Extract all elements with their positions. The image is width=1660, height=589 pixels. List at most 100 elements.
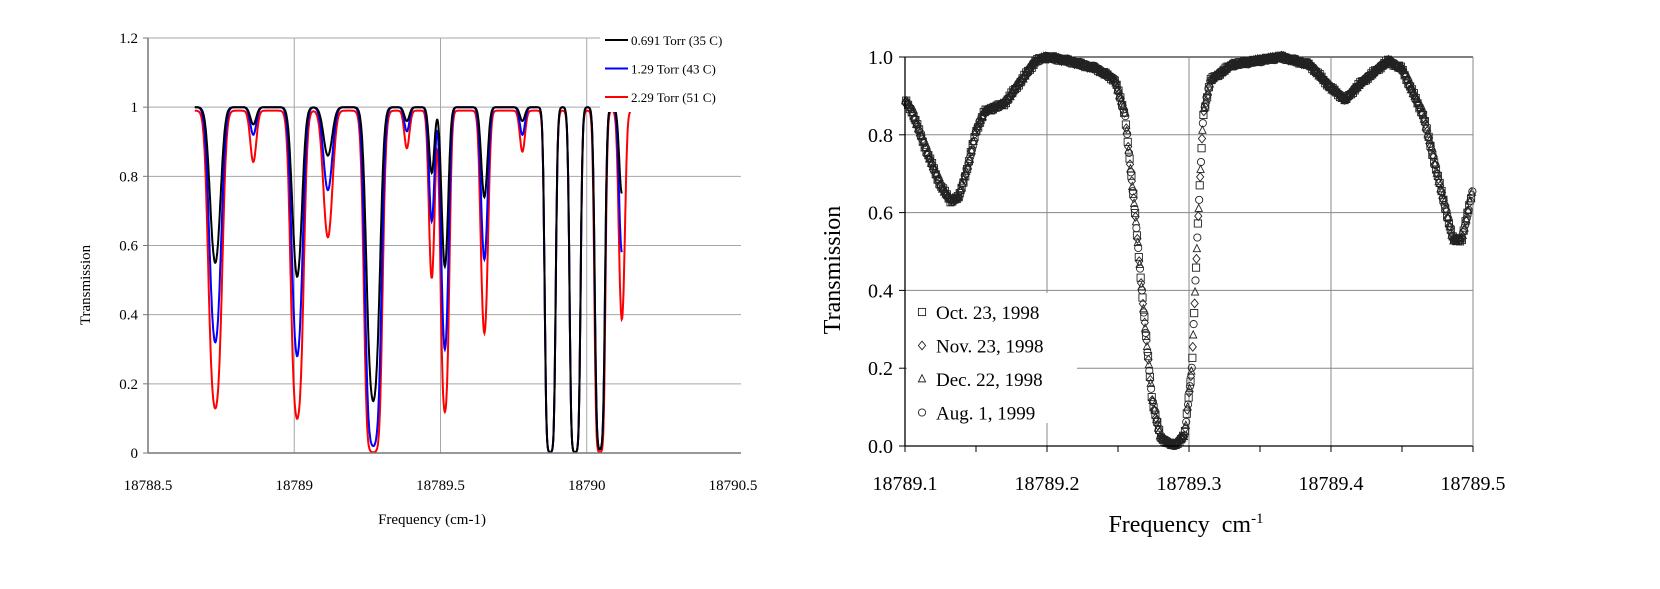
right-xtick-label: 18789.2 [1015, 473, 1080, 495]
right-legend-label: Oct. 23, 1998 [936, 303, 1039, 324]
right-data-point-square [1125, 154, 1134, 163]
right-data-point-circle [1108, 73, 1117, 82]
right-data-point-diamond [1122, 123, 1131, 134]
right-data-point-circle [907, 104, 916, 113]
right-xtick-label: 18789.4 [1299, 473, 1364, 495]
right-data-point-triangle [1460, 222, 1469, 232]
right-data-point-circle [953, 194, 962, 203]
right-data-point-square [957, 183, 966, 192]
right-data-point-circle [1457, 234, 1466, 243]
right-data-point-circle [1198, 119, 1207, 128]
right-data-point-square [1147, 393, 1156, 402]
right-data-point-circle [1182, 417, 1191, 427]
right-data-point-triangle [1432, 168, 1442, 177]
right-data-point-circle [921, 143, 930, 152]
right-data-point-triangle [934, 173, 943, 183]
left-xtick-label: 18790.5 [709, 478, 758, 494]
right-data-point-circle [1309, 63, 1318, 72]
right-legend-label: Dec. 22, 1998 [936, 370, 1043, 391]
right-data-point-circle [1189, 320, 1198, 329]
left-ylabel: Transmission [78, 244, 94, 325]
right-data-point-square [1195, 181, 1204, 190]
right-data-point-circle [1195, 195, 1204, 204]
right-data-point-diamond [1194, 211, 1203, 222]
right-data-point-circle [1132, 224, 1141, 233]
right-data-point-diamond [1136, 277, 1146, 289]
right-data-point-triangle [1188, 329, 1198, 339]
right-data-point-square [1142, 331, 1151, 340]
right-data-point-diamond [1190, 298, 1199, 309]
right-data-point-circle [1215, 68, 1224, 77]
right-data-point-triangle [1135, 259, 1144, 268]
right-data-point-circle [1363, 72, 1372, 81]
right-data-point-triangle [1194, 203, 1204, 212]
right-data-point-circle [1141, 328, 1150, 337]
left-ytick-label: 0 [131, 446, 139, 462]
right-data-point-square [1193, 219, 1202, 228]
right-data-point-triangle [1212, 68, 1222, 78]
left-ytick-label: 1 [131, 100, 139, 116]
left-legend: 0.691 Torr (35 C) 1.29 Torr (43 C) 2.29 To… [600, 28, 785, 112]
right-data-point-circle [925, 154, 934, 164]
right-data-point-circle [1468, 187, 1477, 196]
left-ytick-label: 0.8 [119, 169, 138, 185]
right-data-point-diamond [1129, 193, 1138, 204]
right-data-point-diamond [1188, 341, 1197, 352]
right-data-point-triangle [1153, 423, 1163, 432]
right-ytick-label: 0.0 [868, 436, 893, 458]
right-chart: 0.0 0.2 0.4 0.6 0.8 1.0 18789.1 18789.2 18789.3 1… [820, 47, 1506, 538]
right-data-point-circle [1329, 88, 1338, 97]
right-data-point-diamond [1133, 233, 1142, 244]
right-data-point-circle [1123, 129, 1132, 139]
right-data-point-triangle [1144, 359, 1154, 369]
right-data-point-circle [1442, 207, 1451, 216]
right-data-point-triangle [1190, 286, 1200, 296]
right-data-point-circle [971, 127, 980, 136]
right-data-point-triangle [1148, 395, 1157, 404]
right-data-point-circle [1115, 94, 1124, 103]
right-ylabel: Transmission [820, 206, 846, 334]
right-data-point-circle [1196, 157, 1206, 167]
right-series [900, 50, 1477, 451]
right-data-point-circle [938, 184, 947, 193]
right-data-point-diamond [1127, 176, 1137, 187]
right-data-point-triangle [1428, 150, 1438, 159]
right-data-point-circle [1130, 204, 1139, 214]
right-data-point-circle [1435, 178, 1444, 188]
right-data-point-circle [1145, 366, 1154, 375]
right-data-point-circle [912, 120, 921, 129]
right-legend-label: Nov. 23, 1998 [936, 337, 1044, 358]
right-data-point-circle [968, 145, 977, 154]
right-legend-marker-diamond [917, 340, 927, 351]
right-data-point-circle [1117, 100, 1126, 109]
right-data-point-circle [1407, 85, 1416, 94]
right-data-point-square [955, 189, 964, 198]
right-data-point-triangle [1185, 383, 1194, 393]
right-ytick-label: 0.4 [868, 280, 893, 302]
right-data-point-circle [1464, 205, 1473, 215]
right-data-point-triangle [1434, 176, 1444, 186]
right-data-point-diamond [1195, 171, 1205, 182]
right-data-point-circle [1418, 108, 1427, 117]
right-data-point-triangle [1198, 125, 1207, 134]
right-data-point-circle [958, 178, 967, 188]
right-data-point-triangle [1122, 125, 1132, 135]
right-data-point-circle [1156, 434, 1165, 443]
right-data-point-circle [1204, 84, 1213, 93]
right-data-point-circle [1150, 406, 1159, 415]
right-legend-label: Aug. 1, 1999 [936, 404, 1035, 425]
right-data-point-square [1431, 165, 1441, 174]
right-data-point-circle [1128, 187, 1137, 196]
right-data-point-diamond [1186, 371, 1196, 382]
left-xtick-label: 18789.5 [416, 478, 465, 494]
right-data-point-circle [1342, 95, 1351, 104]
left-series-line-0 [194, 106, 623, 454]
right-data-point-diamond [1197, 133, 1207, 144]
right-data-point-triangle [1133, 237, 1143, 247]
right-data-point-circle [914, 126, 923, 135]
right-data-point-square [1136, 273, 1145, 282]
right-data-point-circle [1405, 80, 1414, 89]
right-legend-marker-square [917, 307, 927, 317]
right-data-point-triangle [1201, 94, 1211, 104]
